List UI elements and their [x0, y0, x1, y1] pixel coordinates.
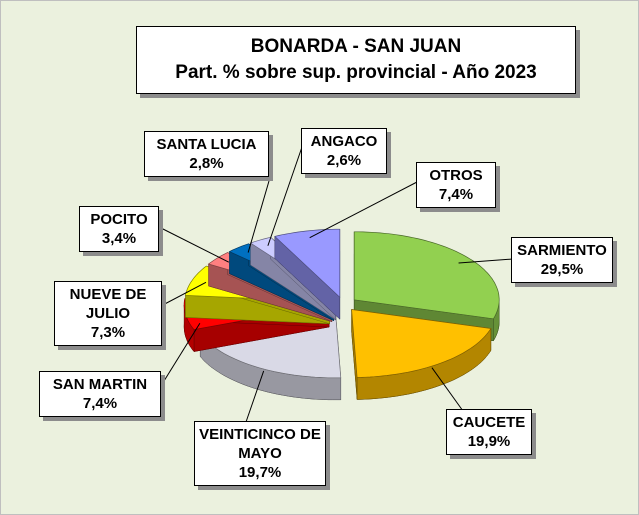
leader-line	[267, 146, 303, 246]
category-label: OTROS	[429, 167, 483, 184]
leader-line	[158, 281, 207, 308]
data-label: SAN MARTIN 7,4%	[39, 371, 161, 417]
category-label: SAN MARTIN	[52, 376, 148, 393]
category-label: NUEVE DE JULIO	[69, 286, 147, 322]
value-label: 2,6%	[326, 152, 362, 169]
title-box: BONARDA - SAN JUAN Part. % sobre sup. pr…	[136, 26, 576, 94]
category-label: SANTA LUCIA	[156, 136, 257, 153]
leader-line	[309, 181, 418, 239]
leader-line	[245, 370, 265, 423]
slice-top	[351, 309, 492, 378]
category-label: SARMIENTO	[517, 242, 607, 259]
leader-line	[458, 258, 514, 264]
data-label: OTROS 7,4%	[416, 162, 496, 208]
data-label: NUEVE DE JULIO 7,3%	[54, 281, 162, 346]
data-label: ANGACO 2,6%	[301, 128, 387, 174]
data-label: CAUCETE 19,9%	[446, 409, 532, 455]
value-label: 19,9%	[467, 433, 511, 450]
value-label: 7,3%	[90, 324, 126, 341]
leader-line	[431, 367, 464, 412]
chart-title: BONARDA - SAN JUAN	[250, 36, 462, 57]
slice	[351, 309, 492, 400]
leader-line	[247, 180, 270, 253]
leader-line	[158, 226, 230, 263]
value-label: 2,8%	[189, 155, 224, 172]
data-label: VEINTICINCO DE MAYO 19,7%	[194, 421, 326, 486]
slice-top	[274, 228, 341, 299]
category-label: CAUCETE	[452, 414, 526, 431]
data-label: SANTA LUCIA 2,8%	[144, 131, 269, 177]
data-label: SARMIENTO 29,5%	[511, 237, 613, 283]
value-label: 7,4%	[82, 395, 118, 412]
category-label: POCITO	[90, 211, 148, 228]
category-label: ANGACO	[310, 133, 378, 150]
value-label: 19,7%	[238, 464, 282, 481]
slice-top	[353, 231, 500, 320]
value-label: 29,5%	[540, 261, 584, 278]
slice	[274, 228, 341, 320]
leader-line	[158, 323, 201, 390]
data-label: POCITO 3,4%	[79, 206, 159, 252]
chart-subtitle: Part. % sobre sup. provincial - Año 2023	[175, 62, 537, 83]
value-label: 3,4%	[101, 230, 137, 247]
value-label: 7,4%	[438, 186, 474, 203]
category-label: VEINTICINCO DE MAYO	[199, 426, 321, 462]
